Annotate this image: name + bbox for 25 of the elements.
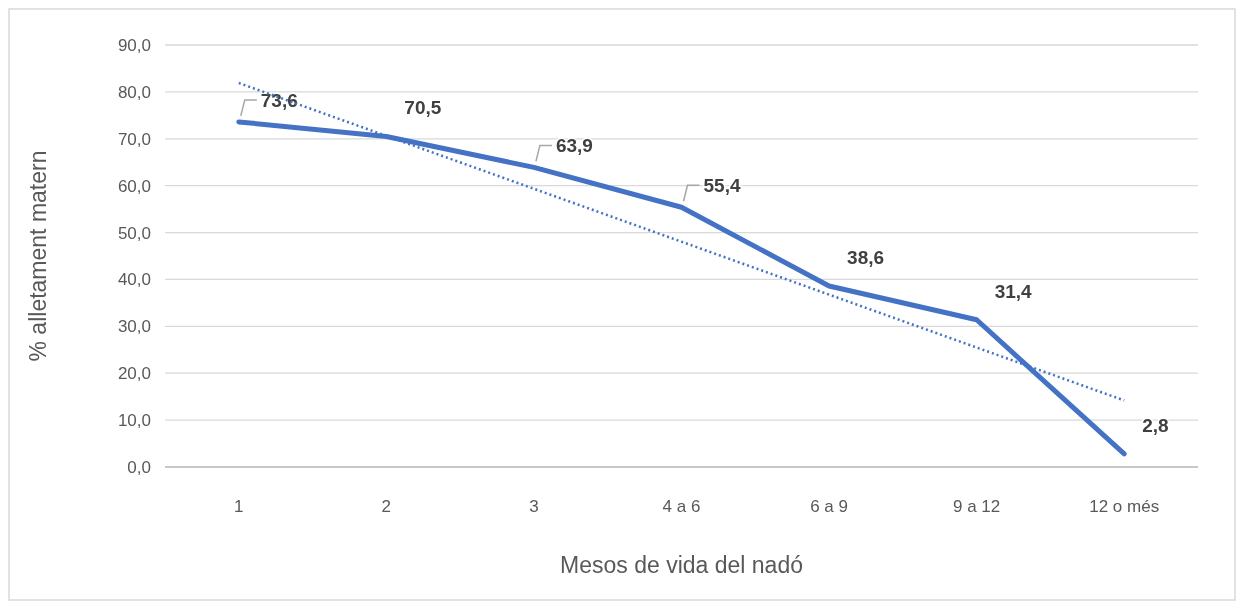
y-tick-label: 20,0 bbox=[117, 364, 151, 384]
data-label: 38,6 bbox=[847, 247, 885, 269]
y-tick-label: 80,0 bbox=[117, 82, 151, 102]
data-label: 55,4 bbox=[703, 175, 741, 197]
x-tick-label: 2 bbox=[381, 497, 392, 516]
data-label: 31,4 bbox=[994, 280, 1033, 302]
y-tick-label: 90,0 bbox=[117, 35, 151, 55]
y-tick-label: 10,0 bbox=[117, 411, 151, 431]
x-tick-label: 12 o més bbox=[1089, 497, 1160, 516]
data-label: 70,5 bbox=[404, 97, 442, 119]
x-tick-label: 6 a 9 bbox=[810, 497, 848, 516]
x-tick-label: 9 a 12 bbox=[953, 497, 1001, 516]
y-tick-label: 50,0 bbox=[117, 223, 151, 243]
data-label: 2,8 bbox=[1142, 414, 1169, 436]
y-tick-label: 40,0 bbox=[117, 270, 151, 290]
y-tick-label: 70,0 bbox=[117, 129, 151, 149]
x-tick-label: 4 a 6 bbox=[662, 497, 701, 516]
data-label: 63,9 bbox=[555, 135, 593, 157]
x-axis-title: Mesos de vida del nadó bbox=[560, 552, 803, 578]
y-tick-label: 30,0 bbox=[117, 317, 151, 337]
x-tick-label: 1 bbox=[234, 497, 244, 516]
y-tick-label: 60,0 bbox=[117, 176, 151, 196]
y-tick-label: 0,0 bbox=[127, 457, 151, 477]
y-axis-title: % alletament matern bbox=[25, 150, 51, 362]
x-tick-label: 3 bbox=[529, 497, 539, 516]
